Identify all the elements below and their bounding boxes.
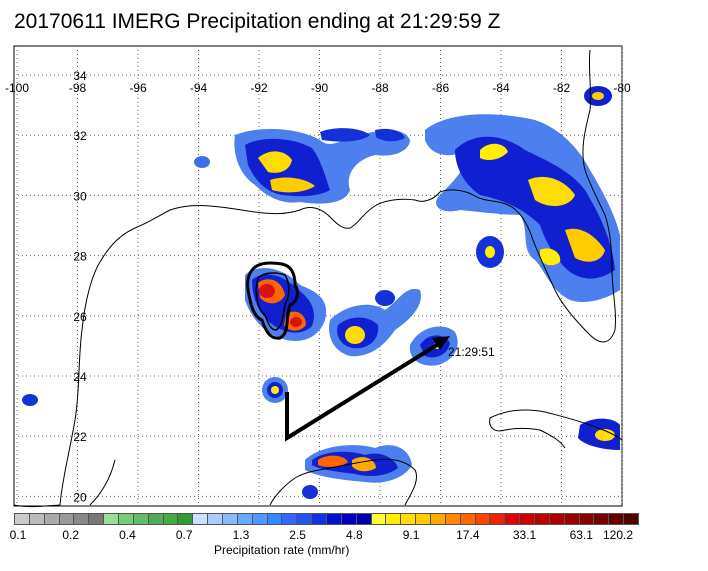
colorbar-label: 63.1 — [569, 528, 593, 542]
map-title: 20170611 IMERG Precipitation ending at 2… — [14, 10, 501, 33]
colorbar-cell — [430, 513, 446, 525]
lon-label: -94 — [190, 81, 208, 95]
lon-label: -100 — [5, 81, 29, 95]
colorbar-cell — [222, 513, 238, 525]
precipitation-field — [22, 86, 620, 499]
colorbar-cell — [534, 513, 550, 525]
colorbar-label: 4.8 — [346, 528, 363, 542]
colorbar-label: 0.7 — [175, 528, 193, 542]
colorbar-cell — [73, 513, 90, 525]
colorbar-cell — [132, 513, 149, 525]
colorbar-cell — [548, 513, 565, 525]
colorbar-cell — [162, 513, 179, 525]
colorbar-cell — [177, 513, 194, 525]
colorbar-cell — [207, 513, 223, 525]
colorbar-cell — [43, 513, 60, 525]
lat-label: 30 — [73, 189, 87, 203]
colorbar-cell — [385, 513, 402, 525]
lon-label: -80 — [613, 81, 631, 95]
colorbar-label: 1.3 — [232, 528, 250, 542]
track-end-time: 21:29:51 — [448, 345, 495, 359]
rain-cell-florida — [425, 114, 620, 302]
colorbar-cell — [474, 513, 491, 525]
lon-label: -82 — [553, 81, 571, 95]
lat-label: 28 — [73, 250, 87, 264]
lon-label: -90 — [311, 81, 329, 95]
colorbar-cell — [118, 513, 134, 525]
colorbar-cell — [88, 513, 105, 525]
colorbar-label: 2.5 — [289, 528, 306, 542]
colorbar-cell — [14, 513, 30, 525]
lon-label: -86 — [432, 81, 450, 95]
colorbar-label: 0.1 — [9, 528, 27, 542]
colorbar-cell — [593, 513, 610, 525]
colorbar-cell — [236, 513, 253, 525]
rain-cell-louisiana — [234, 128, 410, 204]
colorbar-label: 0.2 — [62, 528, 80, 542]
lon-label: -88 — [371, 81, 389, 95]
lat-label: 22 — [73, 430, 87, 444]
rain-cell-central-gulf — [329, 289, 421, 357]
colorbar-cell — [608, 513, 625, 525]
colorbar-cell — [192, 513, 209, 525]
coastlines — [13, 49, 623, 508]
colorbar-cell — [415, 513, 431, 525]
rain-cell-yucatan — [302, 445, 412, 499]
colorbar-cell — [623, 513, 639, 525]
colorbar-cell — [489, 513, 506, 525]
colorbar-cell — [578, 513, 595, 525]
colorbar-cell — [326, 513, 342, 525]
colorbar-label: 0.4 — [119, 528, 136, 542]
colorbar-cell — [103, 513, 119, 525]
storm-track — [285, 338, 447, 442]
colorbar-cell — [444, 513, 461, 525]
storm-outline — [246, 261, 299, 340]
colorbar-cell — [266, 513, 283, 525]
lon-label: -92 — [250, 81, 268, 95]
colorbar-cell — [296, 513, 313, 525]
colorbar-cell — [504, 513, 521, 525]
lat-label: 24 — [73, 370, 87, 384]
colorbar-cell — [281, 513, 298, 525]
colorbar-cell — [28, 513, 45, 525]
lat-label: 26 — [73, 310, 87, 324]
lon-label: -84 — [492, 81, 510, 95]
colorbar-cell — [355, 513, 372, 525]
colorbar-cell — [58, 513, 75, 525]
colorbar-label: 17.4 — [456, 528, 480, 542]
lat-label: 34 — [73, 69, 87, 83]
colorbar-cell — [340, 513, 357, 525]
graticule — [14, 46, 623, 506]
lon-label: -96 — [129, 81, 147, 95]
rain-cell-west — [22, 394, 38, 406]
lat-label: 20 — [73, 490, 87, 504]
plot-frame — [13, 45, 623, 507]
colorbar-cell — [370, 513, 387, 525]
colorbar-title: Precipitation rate (mm/hr) — [214, 543, 350, 557]
colorbar-label: 33.1 — [512, 528, 537, 542]
colorbar-cell — [251, 513, 268, 525]
colorbar-cell — [563, 513, 580, 525]
colorbar-cell — [147, 513, 164, 525]
longitude-labels: -100 -98 -96 -94 -92 -90 -88 -86 -84 -82 -80 — [5, 81, 631, 95]
colorbar-cell — [311, 513, 327, 525]
colorbar-label: 120.2 — [602, 528, 634, 542]
lon-label: -98 — [69, 81, 87, 95]
colorbar-cell — [519, 513, 535, 525]
track-arrowhead — [432, 336, 450, 350]
rain-cell-small — [194, 156, 210, 168]
colorbar-cell — [400, 513, 417, 525]
latitude-labels: 34 32 30 28 26 24 22 20 — [73, 69, 87, 504]
colorbar-cell — [459, 513, 476, 525]
colorbar-label: 9.1 — [402, 528, 420, 542]
lat-label: 32 — [73, 129, 87, 143]
